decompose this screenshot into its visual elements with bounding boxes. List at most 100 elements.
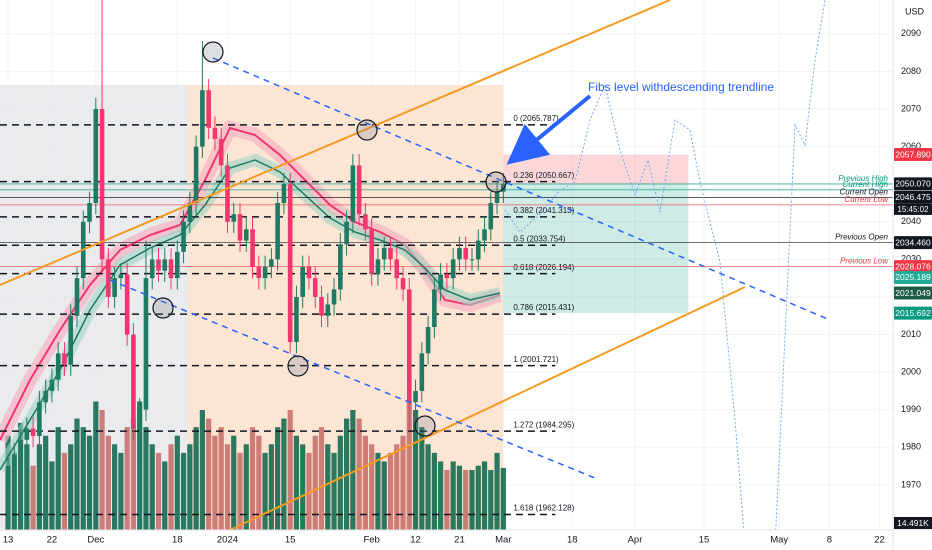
level-title: Previous High [838, 174, 888, 183]
x-tick-label: Feb [363, 535, 379, 546]
candle-body [369, 229, 374, 275]
y-tick-label: 2040 [901, 216, 921, 226]
y-tick-label: 2090 [901, 28, 921, 38]
candle-body [55, 353, 61, 380]
price-tag [894, 177, 932, 191]
candle-body [93, 109, 99, 203]
volume-tag-label: 14.491K [897, 518, 929, 528]
volume-bar [356, 418, 362, 530]
position-box [503, 154, 689, 314]
candle-body [294, 296, 299, 343]
level-title: Current Open [840, 188, 889, 197]
volume-bar [187, 444, 193, 530]
annotation-arrow [506, 94, 592, 165]
volume-bar [93, 401, 99, 530]
x-tick-label: Dec [87, 535, 104, 546]
candle-body [394, 259, 400, 279]
x-tick-label: 18 [567, 535, 578, 546]
candle-body [124, 274, 130, 335]
fib-label: 1 (2001.721) [513, 355, 559, 364]
candle-body [11, 454, 17, 467]
candle-body [256, 266, 262, 279]
volume-bar [331, 452, 337, 530]
price-tag [894, 148, 932, 162]
x-tick-label: 13 [3, 535, 14, 546]
volume-bar [99, 410, 105, 530]
swing-circle [485, 171, 507, 193]
price-tag [894, 306, 932, 320]
candle-body [87, 202, 92, 222]
x-tick-label: 22 [47, 535, 58, 546]
candle-body [99, 109, 105, 260]
candle-body [218, 139, 224, 166]
candle-body [494, 191, 500, 203]
x-tick-label: Mar [495, 535, 511, 546]
price-tags: 2057.890 2050.070 2046.475 15:45:02 2034.460… [894, 148, 932, 529]
y-tick-label: 2010 [901, 329, 921, 339]
volume-bar [450, 461, 456, 530]
y-tick-label: 2060 [901, 141, 921, 151]
volume-bar [375, 452, 381, 530]
countdown-label: 15:45:02 [897, 205, 929, 214]
volume-bar [275, 427, 281, 530]
volume-bar [412, 410, 419, 530]
volume-bar [218, 427, 224, 530]
candle-body [463, 248, 469, 260]
candle-body [243, 229, 249, 241]
volume-bar [463, 470, 469, 530]
y-tick-label: 1980 [901, 442, 921, 452]
candle-body [400, 278, 406, 290]
fib-label: 0.5 (2033.754) [513, 234, 565, 243]
candle-body [306, 266, 312, 279]
candle-body [388, 248, 393, 260]
volume-bar [30, 465, 36, 530]
volume-bar [481, 461, 488, 530]
x-tick-label: Apr [628, 535, 643, 546]
volume-bar [124, 427, 130, 530]
trendline-orange-upper [0, 0, 671, 286]
fib-label: 0.382 (2041.313) [513, 206, 574, 215]
candle-body [200, 90, 205, 147]
volume-bar [306, 452, 312, 530]
volume-bar [118, 452, 124, 530]
price-tag-label: 2021.049 [895, 288, 931, 298]
candle-body [350, 165, 356, 222]
price-tag-label: 2025.189 [895, 272, 931, 282]
candle-body [331, 289, 337, 305]
price-tag [894, 236, 932, 250]
candle-body [43, 390, 48, 403]
volume-bar [381, 461, 387, 530]
candle-body [112, 278, 117, 297]
x-tick-label: 12 [410, 535, 421, 546]
y-tick-label: 1970 [901, 479, 921, 489]
candle-body [62, 353, 67, 365]
candle-body [344, 221, 349, 245]
volume-tag [894, 517, 932, 529]
candle-body [68, 315, 74, 365]
price-tag-label: 2028.076 [895, 261, 931, 271]
volume-bar [300, 444, 306, 530]
fib-label: 1.618 (1962.128) [513, 504, 574, 513]
candle-body [482, 229, 487, 241]
volume-bar [469, 470, 475, 530]
candle-body [457, 248, 462, 260]
candle-body [262, 266, 268, 279]
volume-pane [5, 401, 506, 530]
candle-body [118, 274, 124, 279]
candle-body [381, 248, 387, 260]
x-tick-label: 22 [874, 535, 885, 546]
y-tick-label: 2080 [901, 66, 921, 76]
y-tick-label: 2030 [901, 254, 921, 264]
volume-bar [180, 452, 187, 530]
volume-bar [387, 452, 394, 530]
candle-body [338, 244, 343, 290]
volume-bar [249, 427, 256, 530]
volume-bar [419, 427, 425, 530]
level-title: Previous Open [835, 233, 888, 242]
fib-label: 0.786 (2015.431) [513, 303, 574, 312]
volume-bar [174, 435, 180, 530]
volume-bar [425, 444, 431, 530]
volume-bar [224, 444, 231, 530]
candle-body [269, 259, 274, 267]
candle-body [212, 127, 218, 140]
